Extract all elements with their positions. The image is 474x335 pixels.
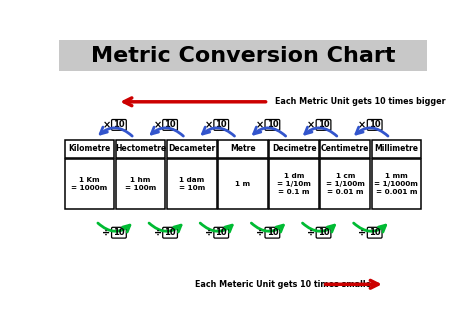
Text: Hectometre: Hectometre — [115, 144, 166, 153]
Text: Kilometre: Kilometre — [68, 144, 110, 153]
FancyBboxPatch shape — [367, 120, 382, 130]
Bar — [167, 140, 217, 158]
Text: Decameter: Decameter — [168, 144, 215, 153]
Bar — [116, 159, 165, 209]
FancyBboxPatch shape — [214, 227, 228, 238]
Text: ÷: ÷ — [307, 228, 315, 238]
Text: 10: 10 — [266, 120, 278, 129]
Text: 1 cm
= 1/100m
= 0.01 m: 1 cm = 1/100m = 0.01 m — [326, 173, 365, 195]
Text: 1 Km
= 1000m: 1 Km = 1000m — [72, 177, 108, 191]
Bar — [59, 71, 427, 298]
Text: Each Metric Unit gets 10 times bigger: Each Metric Unit gets 10 times bigger — [275, 97, 446, 106]
Text: 10: 10 — [369, 228, 381, 237]
Text: ×: × — [307, 120, 315, 130]
Bar — [372, 159, 421, 209]
Text: ÷: ÷ — [256, 228, 264, 238]
Text: ×: × — [154, 120, 162, 130]
Text: 1 dm
= 1/10m
= 0.1 m: 1 dm = 1/10m = 0.1 m — [277, 173, 311, 195]
Bar — [116, 140, 165, 158]
Text: ×: × — [256, 120, 264, 130]
Text: 10: 10 — [369, 120, 381, 129]
Text: ÷: ÷ — [154, 228, 162, 238]
Bar — [218, 159, 268, 209]
FancyBboxPatch shape — [316, 227, 331, 238]
Bar — [269, 140, 319, 158]
Text: Metric Conversion Chart: Metric Conversion Chart — [91, 46, 395, 66]
Text: 10: 10 — [266, 228, 278, 237]
FancyBboxPatch shape — [265, 227, 280, 238]
FancyBboxPatch shape — [111, 227, 126, 238]
Text: ×: × — [358, 120, 366, 130]
FancyBboxPatch shape — [111, 120, 126, 130]
Text: ×: × — [102, 120, 110, 130]
Bar — [372, 140, 421, 158]
Text: 1 mm
= 1/1000m
= 0.001 m: 1 mm = 1/1000m = 0.001 m — [374, 173, 419, 195]
Text: Metre: Metre — [230, 144, 256, 153]
Bar — [320, 159, 370, 209]
Text: ×: × — [205, 120, 213, 130]
Text: 10: 10 — [215, 228, 227, 237]
Text: ÷: ÷ — [358, 228, 366, 238]
Text: ÷: ÷ — [102, 228, 110, 238]
Bar — [167, 159, 217, 209]
Text: Each Meteric Unit gets 10 times smaller: Each Meteric Unit gets 10 times smaller — [195, 280, 375, 289]
Text: 1 hm
= 100m: 1 hm = 100m — [125, 177, 156, 191]
Bar — [64, 159, 114, 209]
Text: 10: 10 — [113, 228, 125, 237]
FancyBboxPatch shape — [316, 120, 331, 130]
Bar — [320, 140, 370, 158]
FancyBboxPatch shape — [367, 227, 382, 238]
Text: 10: 10 — [318, 228, 329, 237]
Text: 10: 10 — [113, 120, 125, 129]
Bar — [59, 40, 427, 71]
FancyBboxPatch shape — [265, 120, 280, 130]
FancyBboxPatch shape — [214, 120, 228, 130]
FancyBboxPatch shape — [163, 120, 177, 130]
Text: 10: 10 — [318, 120, 329, 129]
Text: ÷: ÷ — [205, 228, 213, 238]
Text: Decimetre: Decimetre — [272, 144, 316, 153]
Text: 1 dam
= 10m: 1 dam = 10m — [179, 177, 205, 191]
Text: 1 m: 1 m — [236, 181, 250, 187]
Text: Centimetre: Centimetre — [321, 144, 369, 153]
Text: 10: 10 — [164, 228, 176, 237]
Bar — [64, 140, 114, 158]
Text: Millimetre: Millimetre — [374, 144, 419, 153]
FancyBboxPatch shape — [163, 227, 177, 238]
Text: 10: 10 — [215, 120, 227, 129]
Text: 10: 10 — [164, 120, 176, 129]
Bar — [269, 159, 319, 209]
Bar — [218, 140, 268, 158]
